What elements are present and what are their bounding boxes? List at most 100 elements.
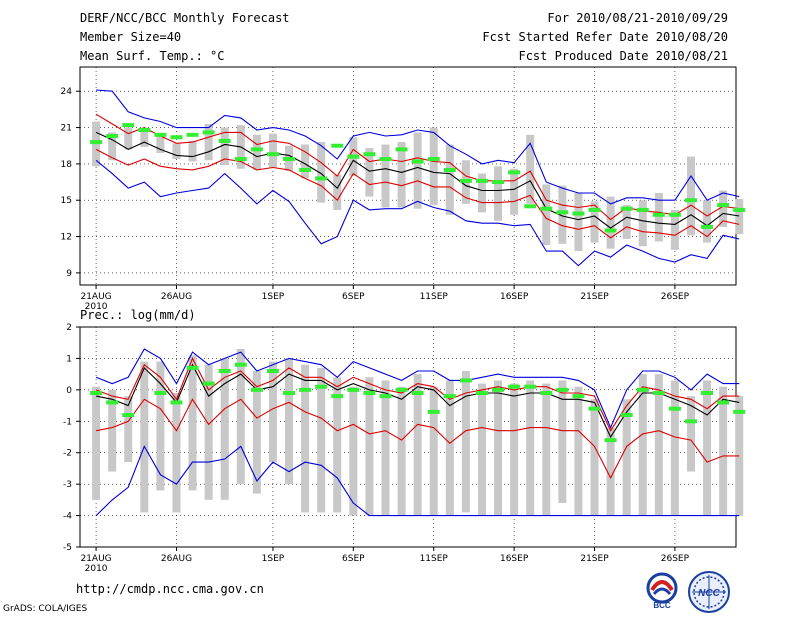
panel2-box <box>285 358 294 485</box>
panel1-obs-marker <box>701 224 714 229</box>
panel2-xtick-label: 21AUG <box>80 554 111 564</box>
panel2-obs-marker <box>475 391 488 395</box>
panel2-box <box>590 399 599 516</box>
panel1-ytick-label: 24 <box>61 87 73 97</box>
panel2-box <box>124 396 133 463</box>
panel1-obs-marker <box>668 212 681 217</box>
panel1-obs-marker <box>443 167 456 172</box>
panel1-box <box>590 201 599 243</box>
panel1-box <box>606 196 615 249</box>
panel2-xtick-label: 21SEP <box>580 554 609 564</box>
panel1-box <box>670 209 679 250</box>
panel1-box <box>220 127 229 166</box>
panel2-box <box>429 386 438 516</box>
panel2-box <box>252 371 261 494</box>
panel2-obs-marker <box>411 391 424 395</box>
panel1-xtick-label: 21SEP <box>580 292 609 302</box>
panel1-ytick-label: 15 <box>61 196 72 206</box>
panel1-box <box>124 127 133 150</box>
panel1-obs-marker <box>652 212 665 217</box>
panel2-obs-marker <box>250 387 263 392</box>
panel2-box <box>92 386 101 500</box>
panel1-obs-marker <box>170 135 183 140</box>
panel2-obs-marker <box>234 362 247 367</box>
panel1-xtick-label: 26SEP <box>661 292 690 302</box>
panel1-obs-marker <box>283 157 296 162</box>
panel2-obs-marker <box>540 391 553 395</box>
source-url[interactable]: http://cmdp.ncc.cma.gov.cn <box>76 582 264 596</box>
panel2-box <box>108 389 117 472</box>
panel1-obs-marker <box>636 207 649 212</box>
panel2-ytick-label: -4 <box>63 512 72 522</box>
produced-date: Fcst Produced Date 2010/08/21 <box>518 49 728 63</box>
panel1-box <box>494 166 503 221</box>
panel2-obs-marker <box>524 384 537 389</box>
panel1-obs-marker <box>186 132 199 137</box>
panel2-box <box>220 358 229 500</box>
panel1-box <box>542 184 551 246</box>
panel2-obs-marker <box>347 387 360 392</box>
panel2-obs-marker <box>668 406 681 411</box>
panel2-box <box>188 355 197 491</box>
panel1-box <box>429 127 438 206</box>
panel2-box <box>461 371 470 513</box>
panel2-obs-marker <box>701 391 714 395</box>
panel2-box <box>622 399 631 516</box>
panel2-obs-marker <box>202 381 215 386</box>
panel2-obs-marker <box>459 378 472 383</box>
panel1-xtick-label: 11SEP <box>420 292 449 302</box>
panel2-xtick-label: 6SEP <box>342 554 365 564</box>
panel2-box <box>236 349 245 485</box>
member-size: Member Size=40 <box>80 30 182 44</box>
panel2-line-upper-spread <box>95 357 740 432</box>
panel1-box <box>654 192 663 242</box>
panel2-box <box>494 380 503 516</box>
panel1-obs-marker <box>90 140 103 145</box>
panel2-obs-marker <box>315 384 328 389</box>
panel1-box <box>413 132 422 209</box>
panel2-box <box>558 380 567 503</box>
panel2-box <box>156 361 165 491</box>
panel1-obs-marker <box>154 132 167 137</box>
panel2-obs-marker <box>652 391 665 395</box>
panel2-obs-marker <box>492 387 505 392</box>
panel2-ytick-label: 1 <box>66 354 72 364</box>
panel1-obs-marker <box>508 170 521 175</box>
panel1-box <box>477 173 486 213</box>
panel2-obs-marker <box>106 400 119 405</box>
panel1-obs-marker <box>475 178 488 183</box>
panel1-box <box>108 132 117 161</box>
panel1-obs-marker <box>379 157 392 162</box>
panel1-obs-marker <box>234 157 247 162</box>
panel2-box <box>301 364 310 513</box>
panel2-ytick-label: -5 <box>63 543 72 553</box>
panel2-obs-marker <box>684 419 697 424</box>
panel2-ytick-label: -3 <box>63 480 72 490</box>
panel1-obs-marker <box>733 207 746 212</box>
panel2-year-label: 2010 <box>85 564 108 574</box>
panel2-box <box>413 374 422 516</box>
panel2-xtick-label: 16SEP <box>500 554 529 564</box>
panel2-obs-marker <box>218 369 231 373</box>
panel1-obs-marker <box>202 130 215 135</box>
panel1-xtick-label: 26AUG <box>161 292 192 302</box>
forecast-title: DERF/NCC/BCC Monthly Forecast <box>80 11 290 25</box>
panel2-box <box>317 367 326 513</box>
panel2-box <box>574 386 583 516</box>
panel1-obs-marker <box>106 134 119 139</box>
grads-credit: GrADS: COLA/IGES <box>3 604 88 614</box>
panel1-obs-marker <box>556 210 569 215</box>
panel1-obs-marker <box>572 211 585 216</box>
panel2-obs-marker <box>395 387 408 392</box>
panel2-obs-marker <box>283 391 296 395</box>
panel2-line-min-member <box>95 445 740 517</box>
panel2-obs-marker <box>122 413 135 417</box>
panel1-obs-marker <box>266 152 279 157</box>
panel2-box <box>381 380 390 516</box>
panel1-ytick-label: 9 <box>66 269 72 279</box>
panel1-obs-marker <box>524 204 537 209</box>
variable-label: Mean Surf. Temp.: °C <box>80 49 225 63</box>
bcc-logo-text: BCC <box>653 601 671 610</box>
panel2-obs-marker <box>717 400 730 405</box>
